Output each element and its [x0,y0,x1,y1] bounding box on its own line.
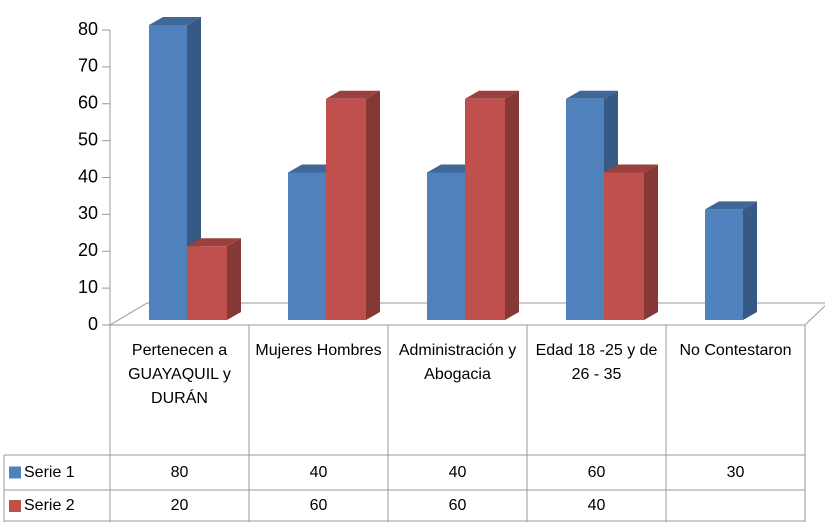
y-tick-label: 60 [78,93,98,113]
data-label: 40 [309,463,328,481]
y-tick-label: 10 [78,277,98,297]
y-tick-label: 0 [88,314,98,334]
bar-face [604,164,658,173]
data-label: 60 [309,497,328,514]
data-label: 60 [587,463,606,481]
y-tick-label: 30 [78,203,98,223]
category-label: No Contestaron [679,342,792,359]
y-tick-label: 40 [78,166,98,186]
bar-face [149,17,201,25]
category-label: Mujeres Hombres [255,342,382,359]
bar-face [366,90,380,320]
data-label: 20 [170,497,189,514]
bar-face [465,90,519,99]
bar-face [604,172,644,320]
bar [465,90,519,320]
data-label: 40 [448,463,467,481]
bar-face [187,238,241,247]
bar [326,90,380,320]
bar [149,17,201,320]
legend-swatch [9,500,21,512]
bar-face [149,25,187,320]
data-label: 60 [448,497,467,514]
bar [705,201,757,320]
bar-face [427,172,465,320]
bar-face [644,164,658,320]
bar-face [187,246,227,320]
bar-face [566,90,618,99]
category-label: Pertenecen a GUAYAQUIL y DURÁN [128,342,231,407]
bar-face [288,172,326,320]
legend-label: Serie 2 [24,497,75,514]
data-label [666,494,805,518]
floor [108,302,825,326]
y-tick-label: 70 [78,56,98,76]
y-tick-label: 50 [78,129,98,149]
legend-swatch [9,466,21,479]
bar-face [705,209,743,320]
bar-face [505,90,519,320]
bar-face [227,238,241,320]
bar-face [743,201,757,320]
data-label: 30 [726,463,745,481]
legend-label: Serie 1 [24,463,75,481]
bar-face [705,201,757,210]
bar-face [566,98,604,320]
bar-face [326,98,366,320]
bar [604,164,658,320]
bar [187,238,241,320]
y-tick-label: 20 [78,240,98,260]
category-label: Administración y Abogacia [398,342,517,383]
data-label: 80 [170,463,189,481]
category-label: Edad 18 -25 y de 26 - 35 [535,342,658,383]
y-tick-label: 80 [78,19,98,39]
bar-face [465,98,505,320]
data-label: 40 [587,497,606,514]
bar-face [326,90,380,99]
